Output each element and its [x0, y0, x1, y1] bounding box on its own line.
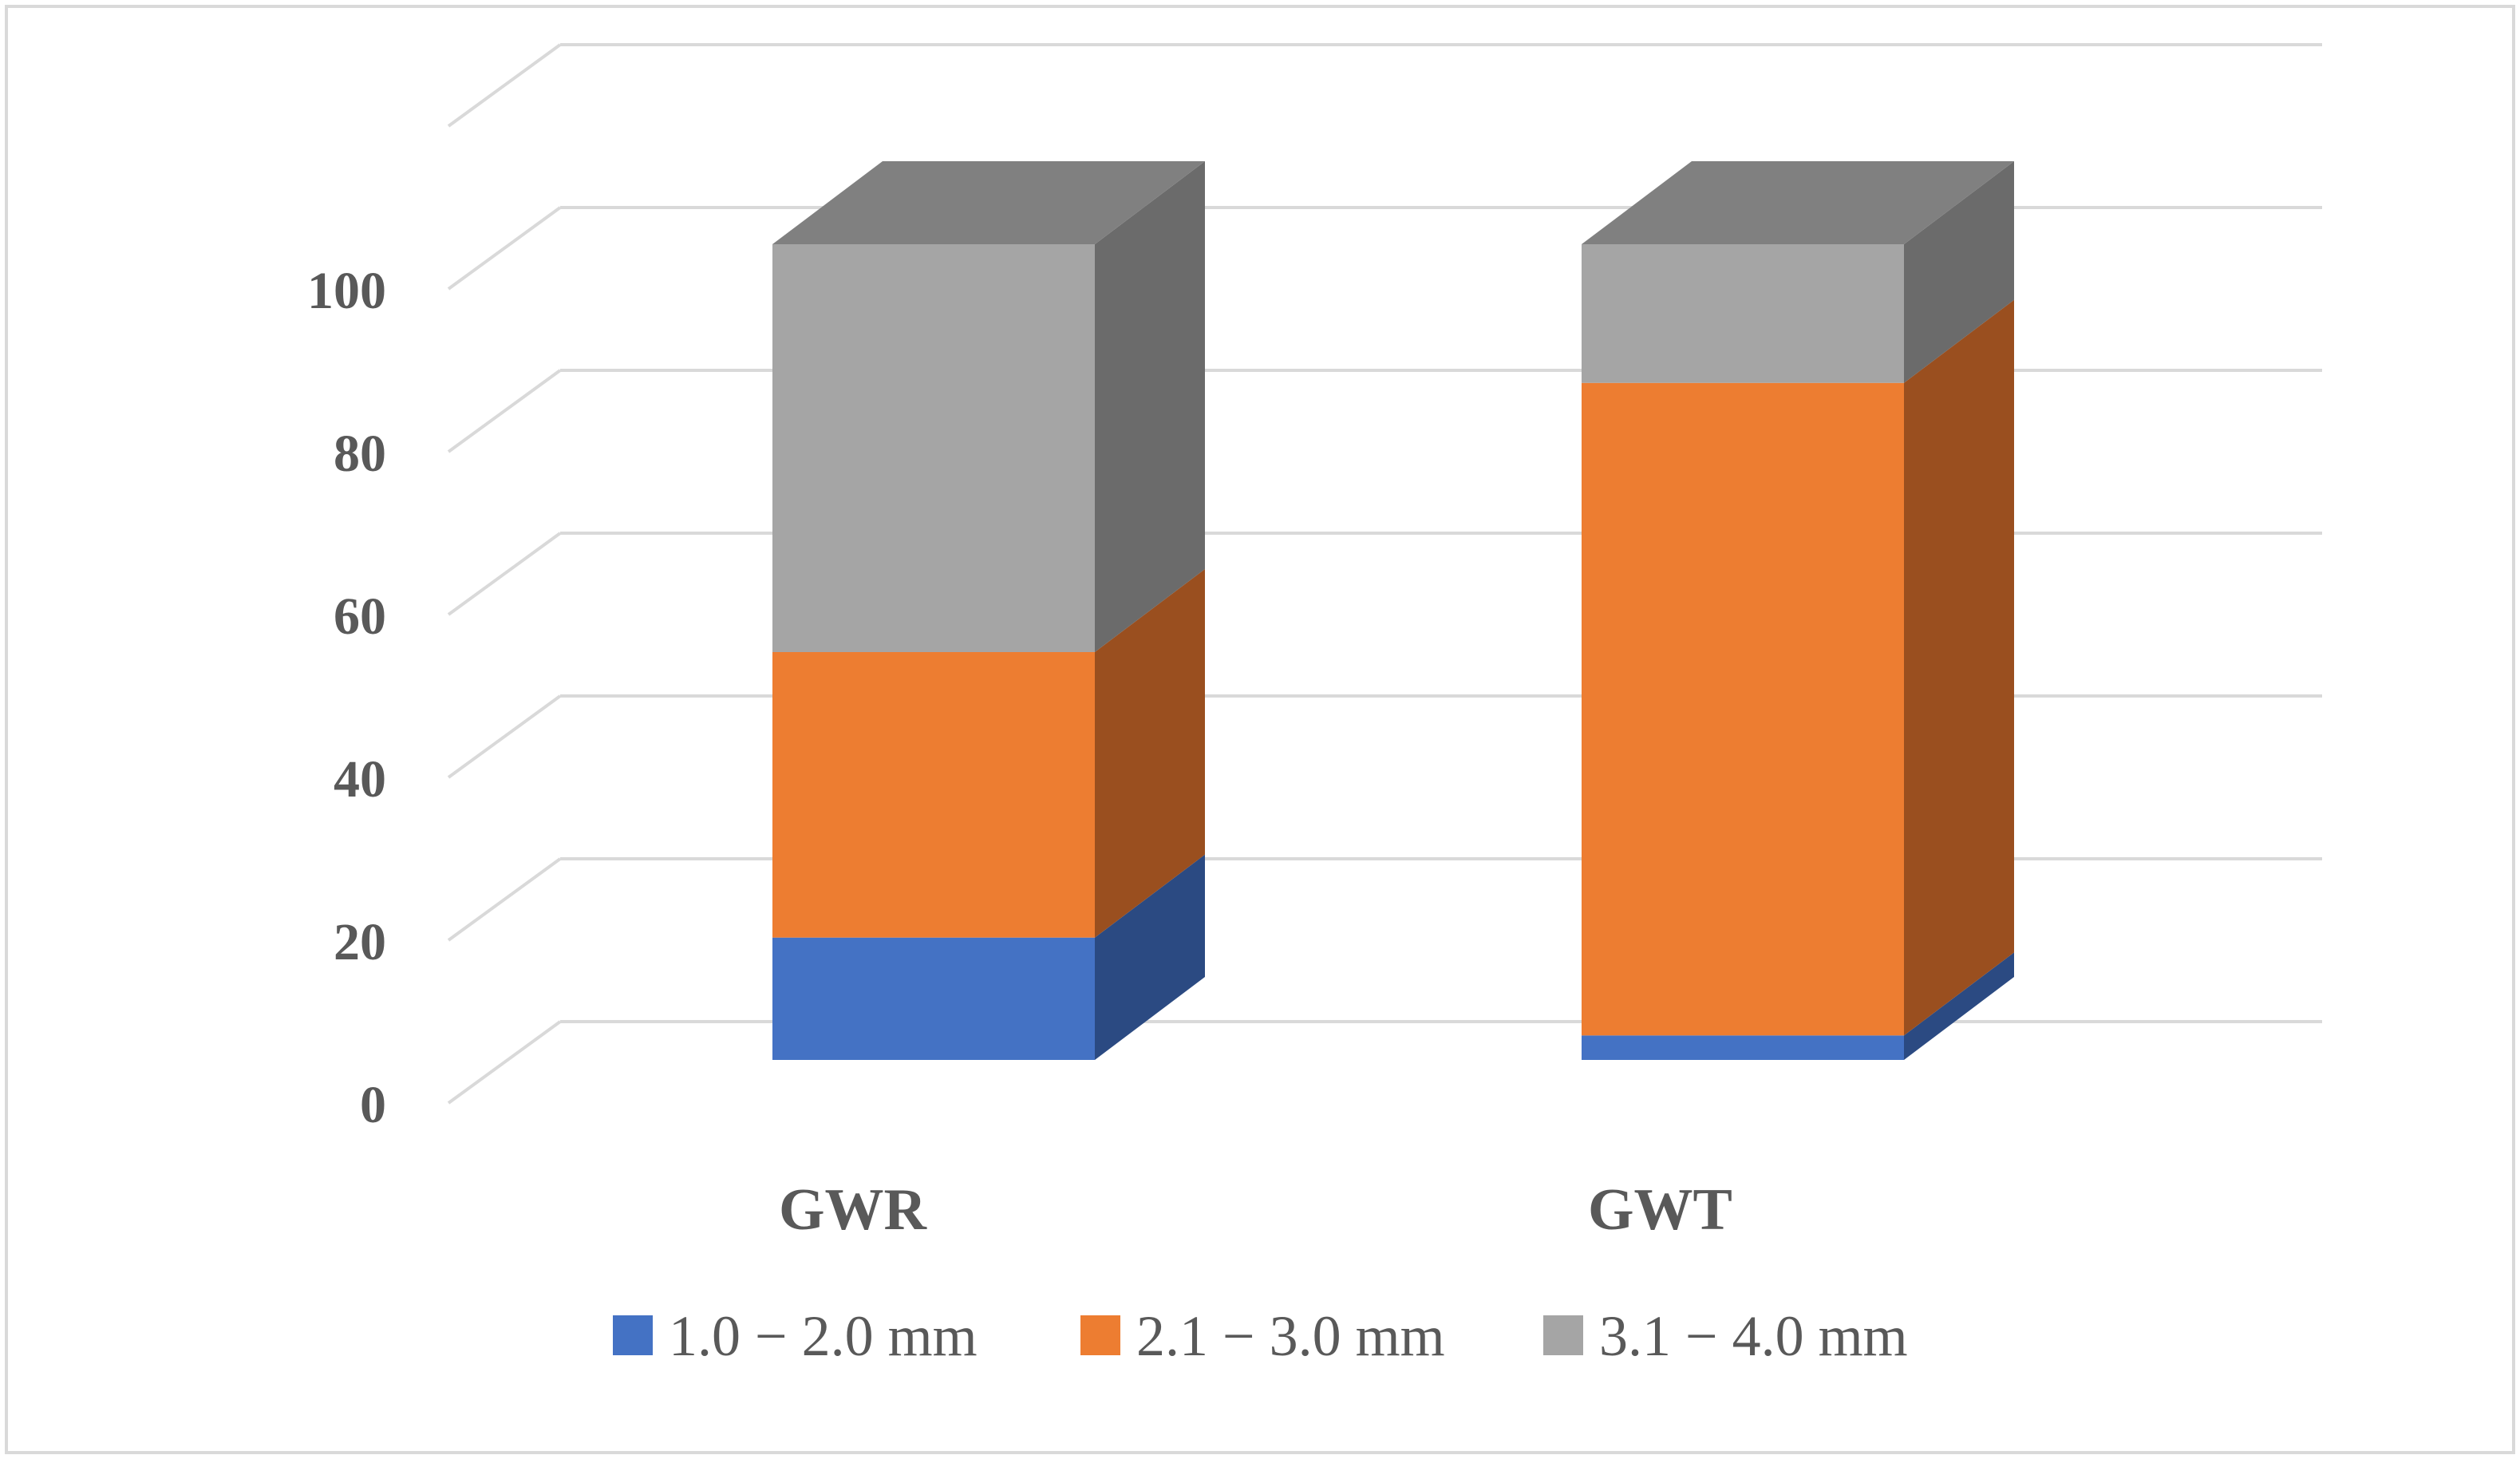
- bar-top-face: [772, 161, 1205, 244]
- y-tick-label: 80: [334, 425, 386, 483]
- y-tick-label: 100: [307, 262, 386, 320]
- gridline-depth: [447, 857, 562, 942]
- y-tick-label: 40: [334, 750, 386, 809]
- chart-frame: [5, 5, 2515, 1454]
- bar-segment-front: [772, 652, 1095, 938]
- legend-swatch: [1080, 1315, 1120, 1355]
- category-label: GWR: [779, 1177, 928, 1243]
- legend-swatch: [1543, 1315, 1583, 1355]
- legend-label: 2.1 − 3.0 mm: [1136, 1304, 1445, 1368]
- gridline-depth: [447, 43, 562, 128]
- gridline-depth: [447, 369, 562, 453]
- x-axis: GWR GWT: [779, 1177, 1732, 1243]
- y-tick-label: 60: [334, 587, 386, 646]
- category-label: GWT: [1588, 1177, 1732, 1243]
- bar-segment-side: [1095, 854, 1205, 1060]
- y-axis: 0 20 40 60 80 100: [307, 262, 386, 1134]
- legend-item: 3.1 − 4.0 mm: [1543, 1304, 1908, 1368]
- gridline-depth: [447, 206, 562, 291]
- gridline-depth: [447, 1020, 562, 1105]
- bar-segment-side: [1095, 161, 1205, 652]
- gridlines: [447, 43, 2322, 1105]
- bar-segment-front: [1582, 382, 1904, 1036]
- gridline-depth: [447, 532, 562, 616]
- bar-segment-front: [1582, 244, 1904, 383]
- bar-segment-side: [1095, 569, 1205, 938]
- legend-label: 3.1 − 4.0 mm: [1599, 1304, 1908, 1368]
- legend: 1.0 − 2.0 mm 2.1 − 3.0 mm 3.1 − 4.0 mm: [613, 1304, 1908, 1368]
- y-tick-label: 0: [360, 1076, 386, 1134]
- bar-segment-front: [772, 244, 1095, 652]
- bar-segment-side: [1904, 952, 2014, 1060]
- y-tick-label: 20: [334, 913, 386, 971]
- bar-segment-front: [1582, 1035, 1904, 1060]
- legend-label: 1.0 − 2.0 mm: [669, 1304, 978, 1368]
- legend-swatch: [613, 1315, 653, 1355]
- bar-segment-side: [1904, 161, 2014, 383]
- bars: [772, 161, 2014, 1060]
- legend-item: 2.1 − 3.0 mm: [1080, 1304, 1445, 1368]
- bar-top-face: [1582, 161, 2014, 244]
- bar-segment-side: [1904, 299, 2014, 1036]
- legend-item: 1.0 − 2.0 mm: [613, 1304, 978, 1368]
- gridline-depth: [447, 694, 562, 779]
- bar-segment-front: [772, 937, 1095, 1060]
